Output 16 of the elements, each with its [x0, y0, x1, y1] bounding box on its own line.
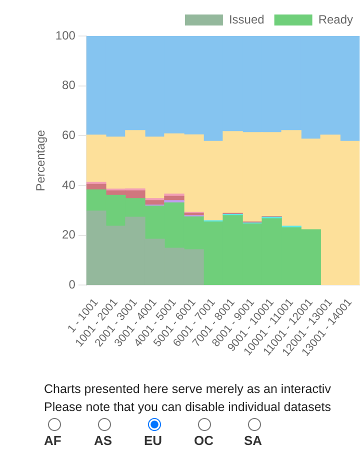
text: OC — [194, 433, 214, 448]
text: Please note that you can disable individual datasets — [44, 399, 331, 416]
text: AF — [44, 433, 62, 448]
legend-label: Ready — [318, 12, 353, 26]
legend-label: Issued — [228, 12, 264, 26]
y-tick-label: 100 — [55, 28, 76, 42]
text: Charts presented here serve merely as an interactiv — [44, 381, 331, 398]
text: AS — [94, 433, 112, 448]
y-tick-label: 20 — [62, 228, 76, 242]
text: SA — [244, 433, 262, 448]
text: EU — [144, 433, 162, 448]
y-tick-label: 60 — [62, 128, 76, 142]
y-tick-label: 0 — [68, 277, 76, 292]
y-axis-title: Percentage — [34, 130, 48, 192]
y-tick-label: 80 — [62, 78, 76, 92]
y-tick-label: 40 — [62, 178, 76, 192]
